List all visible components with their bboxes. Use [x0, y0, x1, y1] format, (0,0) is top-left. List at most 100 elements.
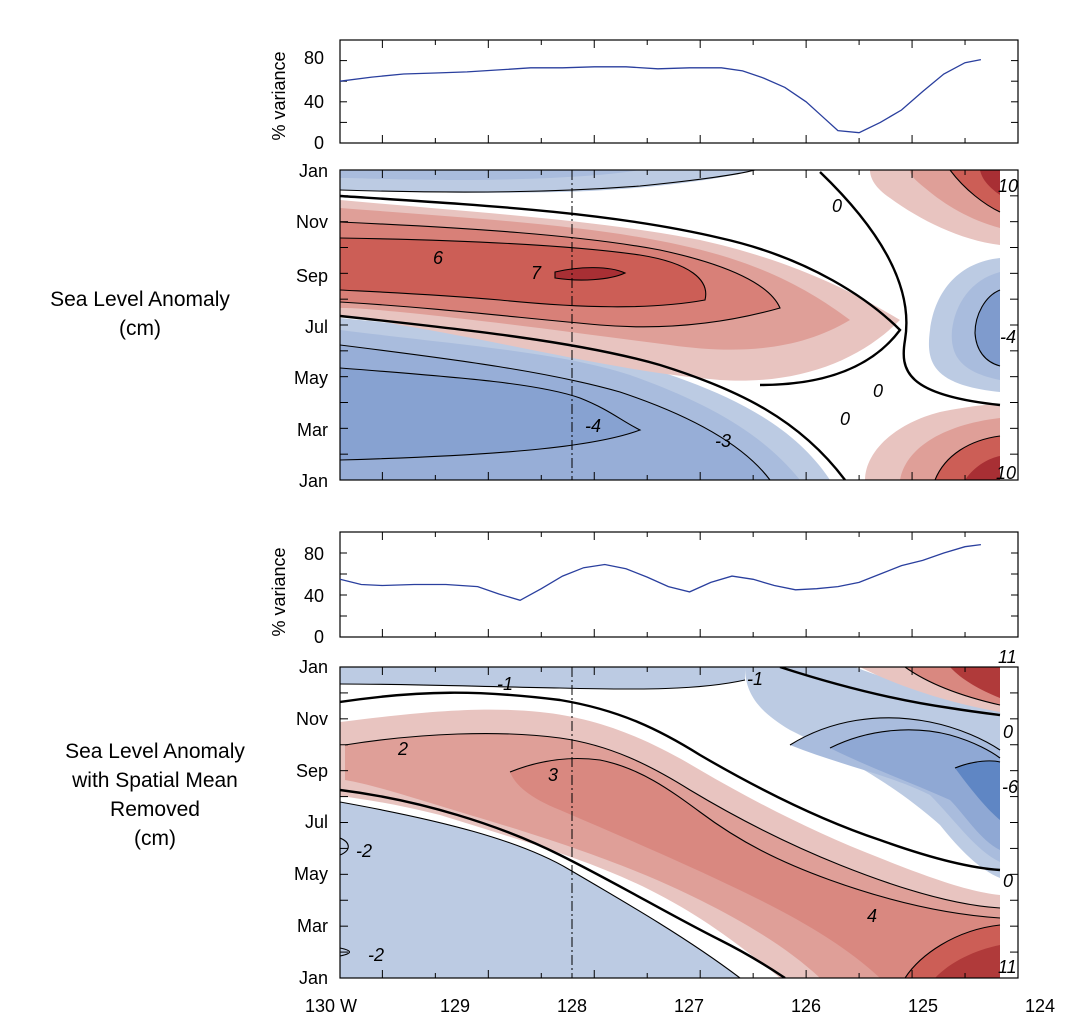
contour-label: 4 — [867, 906, 877, 926]
month-labels-top: Jan Nov Sep Jul May Mar Jan — [294, 161, 328, 491]
contour-line — [340, 947, 350, 957]
month-labels-bottom: Jan Nov Sep Jul May Mar Jan — [294, 657, 328, 988]
contour-label: 0 — [873, 381, 883, 401]
month-label: Mar — [297, 916, 328, 936]
contour-level-pos7 — [935, 945, 1000, 978]
contour-line — [340, 237, 707, 308]
variance-line-bottom — [339, 543, 981, 602]
month-label: Sep — [296, 761, 328, 781]
x-tick-label: 126 — [791, 996, 821, 1016]
contour-corner-top-red4 — [980, 170, 1000, 195]
contour-label: 0 — [1003, 722, 1013, 742]
contour-corner-top-red3 — [950, 667, 1000, 698]
month-label: Jul — [305, 812, 328, 832]
panel-label-spatial-mean-removed: Sea Level Anomaly with Spatial Mean Remo… — [35, 737, 275, 853]
x-tick-label: 129 — [440, 996, 470, 1016]
x-tick-label: 125 — [908, 996, 938, 1016]
variance-frame-top — [339, 39, 1019, 144]
month-label: Mar — [297, 420, 328, 440]
contour-line — [340, 837, 349, 856]
contour-fills-bottom — [340, 667, 1018, 978]
variance-panel-top: % variance 80 40 0 — [269, 39, 1019, 153]
panel-label-line: with Spatial Mean — [72, 769, 238, 792]
variance-ticks-bottom — [340, 531, 1019, 638]
variance-tick-label: 0 — [314, 133, 324, 153]
variance-ylabel-bottom: % variance — [269, 547, 289, 636]
contour-label: 10 — [998, 176, 1018, 196]
contour-line — [509, 758, 1001, 919]
variance-panel-bottom: % variance 80 40 0 — [269, 531, 1019, 647]
contour-label: 6 — [433, 248, 444, 268]
contour-panel-bottom: Jan Nov Sep Jul May Mar Jan 11 -1 -1 0 2… — [294, 647, 1019, 988]
contour-panel-top: Jan Nov Sep Jul May Mar Jan 10 0 6 7 -4 … — [294, 161, 1019, 491]
month-label: Nov — [296, 709, 328, 729]
contour-label: 7 — [531, 263, 542, 283]
x-axis-labels: 130 W 129 128 127 126 125 124 — [305, 996, 1055, 1016]
contour-label: 2 — [397, 739, 408, 759]
contour-line — [904, 667, 1001, 706]
contour-line — [344, 733, 1001, 909]
contour-level-neg1 — [340, 802, 740, 978]
contour-label: 11 — [998, 957, 1017, 977]
panel-label-line: Sea Level Anomaly — [50, 288, 230, 311]
x-tick-label: 130 W — [305, 996, 357, 1016]
month-label: Jan — [299, 161, 328, 181]
panel-label-line: Removed — [110, 798, 200, 821]
contour-ticks-bottom — [340, 666, 1019, 979]
contour-label: 3 — [548, 765, 558, 785]
contour-label: 10 — [996, 463, 1016, 483]
contour-line — [949, 170, 1001, 213]
contour-lines-bottom — [340, 667, 1001, 978]
panel-label-sea-level-anomaly: Sea Level Anomaly (cm) — [20, 285, 260, 343]
month-label: Nov — [296, 212, 328, 232]
variance-tick-label: 40 — [304, 92, 324, 112]
contour-line — [340, 170, 756, 193]
zero-contour — [340, 788, 786, 978]
contour-line — [340, 679, 746, 690]
variance-tick-label: 0 — [314, 627, 324, 647]
contour-label: -1 — [747, 669, 763, 689]
x-tick-label: 128 — [557, 996, 587, 1016]
x-tick-label: 127 — [674, 996, 704, 1016]
contour-label: -2 — [356, 841, 372, 861]
contour-line — [904, 924, 1001, 978]
contour-corner-bot-red4 — [965, 456, 1000, 480]
variance-tick-label: 40 — [304, 586, 324, 606]
panel-label-line: (cm) — [119, 317, 161, 340]
variance-tick-label: 80 — [304, 48, 324, 68]
contour-labels-top: 10 0 6 7 -4 0 0 -4 -3 10 — [433, 176, 1018, 483]
zero-contour — [340, 194, 902, 387]
month-label: Jan — [299, 657, 328, 677]
contour-line — [340, 344, 771, 480]
contour-level-top-blue2 — [340, 170, 640, 180]
contour-line — [974, 289, 1001, 367]
contour-label: 0 — [832, 196, 842, 216]
contour-line — [954, 760, 1001, 769]
contour-label: 0 — [1003, 871, 1013, 891]
contour-label: -4 — [1000, 327, 1016, 347]
contour-level-pos7 — [555, 267, 625, 281]
contour-line — [829, 729, 1001, 759]
contour-label: -1 — [497, 674, 513, 694]
contour-level-neg6 — [955, 760, 1000, 820]
contour-level-neg4 — [340, 368, 640, 460]
contour-label: -6 — [1002, 777, 1019, 797]
month-label: Jul — [305, 317, 328, 337]
zero-contour — [819, 171, 1001, 407]
contour-label: 11 — [998, 647, 1017, 667]
contour-label: -3 — [715, 431, 731, 451]
month-label: May — [294, 864, 328, 884]
contour-level-neg1 — [340, 667, 745, 690]
contour-line — [934, 435, 1001, 480]
contour-level-neg4 — [830, 729, 1000, 850]
month-label: Jan — [299, 968, 328, 988]
variance-ylabel-top: % variance — [269, 51, 289, 140]
panel-label-line: (cm) — [134, 827, 176, 850]
zero-contour — [340, 314, 846, 480]
zero-contour — [779, 667, 1001, 717]
month-label: Sep — [296, 266, 328, 286]
contour-line — [340, 221, 781, 328]
variance-frame-bottom — [339, 531, 1019, 638]
zero-contour — [340, 691, 1001, 872]
